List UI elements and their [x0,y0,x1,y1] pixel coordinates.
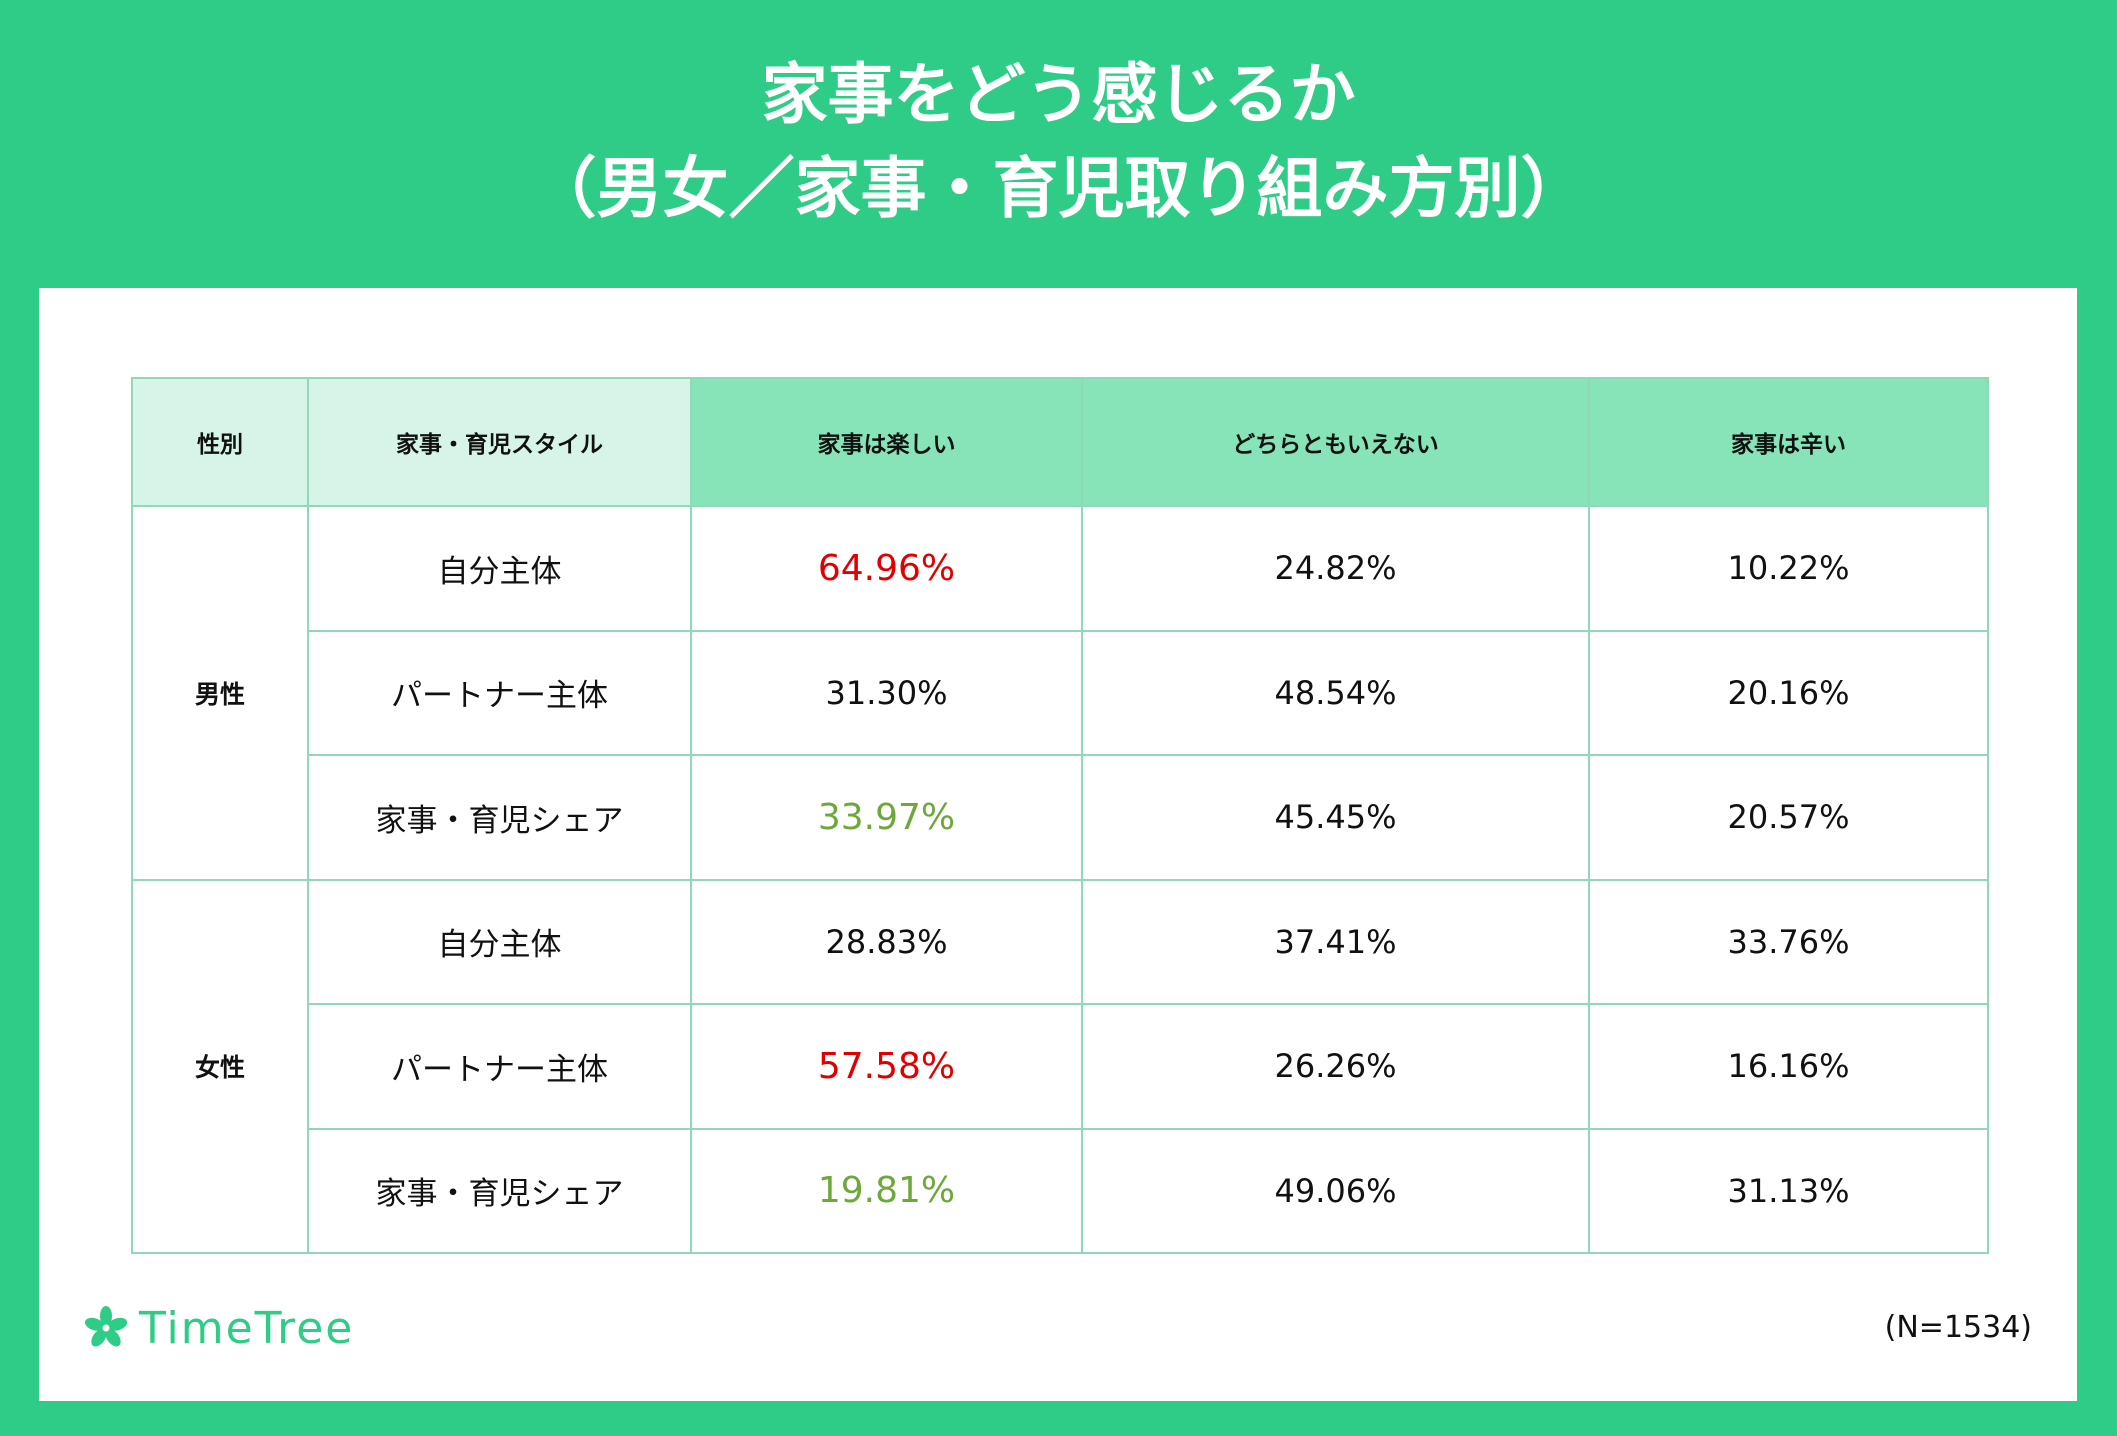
title-line-2: （男女／家事・育児取り組み方別） [530,150,1587,227]
table-row: パートナー主体 57.58% 26.26% 16.16% [132,1003,1989,1130]
value-cell: 20.16% [1588,629,1989,756]
value-cell: 20.57% [1588,754,1989,881]
value-cell: 28.83% [690,878,1083,1005]
style-cell: 自分主体 [307,878,692,1005]
style-cell: 家事・育児シェア [307,1127,692,1254]
header-hard: 家事は辛い [1588,377,1989,507]
table-row: 家事・育児シェア 19.81% 49.06% 31.13% [132,1127,1989,1254]
value-cell: 49.06% [1081,1127,1590,1254]
results-table: 性別 家事・育児スタイル 家事は楽しい どちらともいえない 家事は辛い 男性 自… [131,377,1989,1254]
value-cell: 33.97% [690,754,1083,881]
page-title: 家事をどう感じるか （男女／家事・育児取り組み方別） [0,48,2117,236]
header-gender: 性別 [131,377,309,507]
header-style: 家事・育児スタイル [307,377,692,507]
table-row: 男性 自分主体 64.96% 24.82% 10.22% [131,505,1989,881]
gender-cell-female: 女性 [131,878,309,1254]
gender-cell-male: 男性 [131,505,309,881]
value-cell: 37.41% [1081,878,1590,1005]
value-cell: 57.58% [690,1003,1083,1130]
value-cell: 19.81% [690,1127,1083,1254]
style-cell: パートナー主体 [307,629,692,756]
header-row: 性別 家事・育児スタイル 家事は楽しい どちらともいえない 家事は辛い [131,377,1989,507]
header-neutral: どちらともいえない [1081,377,1590,507]
value-cell: 48.54% [1081,629,1590,756]
header-enjoy: 家事は楽しい [690,377,1083,507]
value-cell: 45.45% [1081,754,1590,881]
style-cell: パートナー主体 [307,1003,692,1130]
style-cell: 家事・育児シェア [307,754,692,881]
style-cell: 自分主体 [307,505,692,632]
value-cell: 31.30% [690,629,1083,756]
value-cell: 64.96% [690,505,1083,632]
value-cell: 24.82% [1081,505,1590,632]
value-cell: 26.26% [1081,1003,1590,1130]
table-row: 女性 自分主体 28.83% 37.41% 33.76% [131,878,1989,1254]
timetree-logo: TimeTree [83,1300,354,1356]
value-cell: 10.22% [1588,505,1989,632]
value-cell: 31.13% [1588,1127,1989,1254]
sample-size-note: (N=1534) [1884,1310,2032,1345]
value-cell: 16.16% [1588,1003,1989,1130]
clover-icon [84,1306,128,1347]
title-line-1: 家事をどう感じるか [761,56,1356,133]
table-row: 家事・育児シェア 33.97% 45.45% 20.57% [132,754,1989,881]
table-row: パートナー主体 31.30% 48.54% 20.16% [132,629,1989,756]
value-cell: 33.76% [1588,878,1989,1005]
content-panel: 性別 家事・育児スタイル 家事は楽しい どちらともいえない 家事は辛い 男性 自… [39,288,2077,1401]
logo-text: TimeTree [139,1302,355,1354]
